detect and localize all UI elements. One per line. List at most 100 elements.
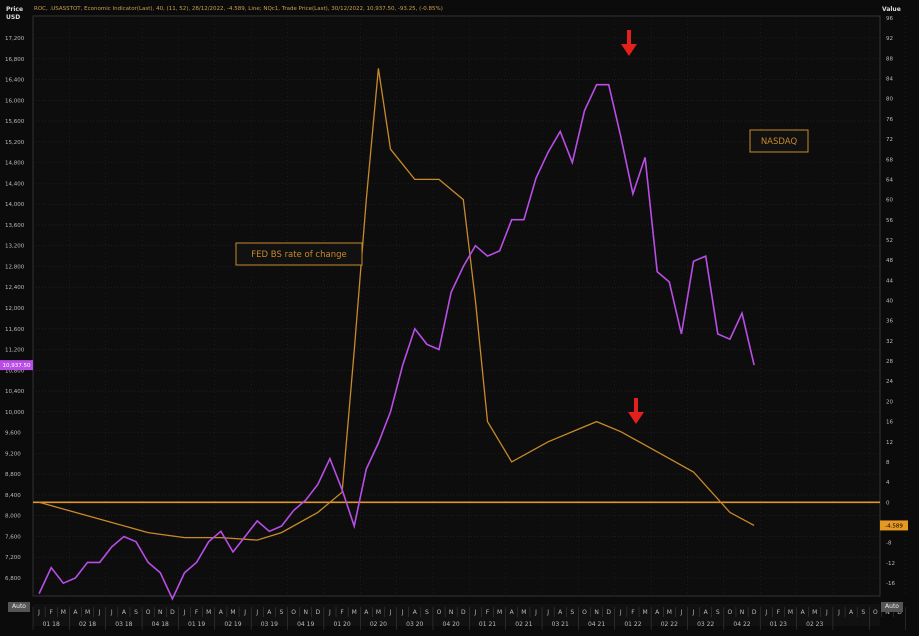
month-label: O	[873, 609, 878, 616]
right-tick-label: 48	[886, 258, 893, 264]
left-tick-label: 8,000	[5, 514, 21, 520]
month-label: F	[340, 609, 344, 616]
quarter-label: 04 22	[733, 621, 750, 628]
left-tick-label: 16,400	[5, 78, 25, 84]
month-label: A	[122, 609, 127, 616]
month-label: J	[183, 609, 186, 616]
left-tick-label: 14,400	[5, 181, 25, 187]
quarter-label: 01 18	[43, 621, 60, 628]
grid	[32, 15, 906, 597]
auto-scale-left-button[interactable]: Auto	[8, 602, 30, 612]
right-tick-label: 16	[886, 420, 893, 426]
left-tick-label: 8,400	[5, 493, 21, 499]
nasdaq-last-tag	[0, 360, 33, 371]
series-line-fed	[38, 68, 755, 541]
quarter-label: 04 18	[152, 621, 169, 628]
month-label: J	[692, 609, 695, 616]
left-tick-label: 10,800	[5, 368, 25, 374]
right-tick-label: 4	[886, 480, 890, 486]
right-tick-label: 60	[886, 198, 893, 204]
month-label: O	[146, 609, 151, 616]
month-label: J	[619, 609, 622, 616]
month-label: N	[449, 609, 454, 616]
month-label: J	[837, 609, 840, 616]
right-tick-label: 40	[886, 299, 893, 305]
left-tick-label: 13,600	[5, 223, 25, 229]
month-label: J	[389, 609, 392, 616]
left-axis-ticks: 17,200 16,800 16,400 16,000 15,600 15,200 14,8…	[5, 36, 25, 582]
quarter-label: 01 22	[624, 621, 641, 628]
left-tick-label: 15,600	[5, 119, 25, 125]
auto-scale-right-button[interactable]: Auto	[881, 602, 903, 612]
month-label: N	[594, 609, 599, 616]
nasdaq-last-value: 10,937.50	[3, 363, 31, 369]
right-tick-label: 20	[886, 399, 893, 405]
month-label: J	[534, 609, 537, 616]
series	[33, 68, 880, 601]
month-label: N	[303, 609, 308, 616]
quarter-label: 04 20	[443, 621, 460, 628]
quarter-label: 03 19	[261, 621, 278, 628]
left-tick-label: 10,400	[5, 389, 25, 395]
month-label: M	[667, 609, 672, 616]
month-label: J	[98, 609, 101, 616]
month-label: M	[230, 609, 235, 616]
quarter-label: 02 20	[370, 621, 387, 628]
right-tick-label: 88	[886, 56, 893, 62]
right-axis-ticks: 9692888480767268646056524844403632282420…	[886, 16, 895, 587]
right-tick-label: 96	[886, 16, 893, 22]
month-label: M	[206, 609, 211, 616]
left-tick-label: 7,600	[5, 534, 21, 540]
month-label: F	[777, 609, 781, 616]
month-label: A	[267, 609, 272, 616]
left-tick-label: 12,400	[5, 285, 25, 291]
month-label: J	[37, 609, 40, 616]
right-tick-label: 32	[886, 339, 893, 345]
quarter-label: 03 21	[552, 621, 569, 628]
month-label: S	[280, 609, 284, 616]
month-label: J	[243, 609, 246, 616]
left-tick-label: 11,200	[5, 348, 25, 354]
month-label: D	[461, 609, 466, 616]
month-label: O	[582, 609, 587, 616]
month-label: A	[364, 609, 369, 616]
month-label: J	[401, 609, 404, 616]
left-tick-label: 17,200	[5, 36, 25, 42]
month-label: F	[631, 609, 635, 616]
month-label: A	[801, 609, 806, 616]
month-label: S	[425, 609, 429, 616]
left-tick-label: 7,200	[5, 555, 21, 561]
month-label: D	[606, 609, 611, 616]
right-tick-label: -8	[886, 541, 892, 547]
fed-annotation-label: FED BS rate of change	[251, 250, 346, 260]
month-label: S	[134, 609, 138, 616]
left-axis-unit: USD	[6, 14, 21, 21]
right-tick-label: 52	[886, 238, 893, 244]
month-label: N	[158, 609, 163, 616]
right-tick-label: 36	[886, 319, 893, 325]
right-tick-label: -12	[886, 561, 895, 567]
right-tick-label: 80	[886, 97, 893, 103]
chart-header: ROC, .USASSTOT, Economic Indicator(Last)…	[34, 6, 443, 12]
month-label: J	[473, 609, 476, 616]
month-label: J	[546, 609, 549, 616]
month-label: J	[764, 609, 767, 616]
left-tick-label: 14,000	[5, 202, 25, 208]
month-label: M	[85, 609, 90, 616]
nasdaq-annotation-box	[749, 129, 809, 153]
month-label: M	[642, 609, 647, 616]
right-tick-label: 28	[886, 359, 893, 365]
month-label: F	[49, 609, 53, 616]
month-label: A	[849, 609, 854, 616]
arrow-fed-peak-head	[628, 412, 644, 424]
left-tick-label: 13,200	[5, 244, 25, 250]
month-label: A	[219, 609, 224, 616]
left-tick-label: 6,800	[5, 576, 21, 582]
quarter-label: 01 20	[333, 621, 350, 628]
month-label: S	[716, 609, 720, 616]
month-label: J	[328, 609, 331, 616]
month-label: M	[497, 609, 502, 616]
month-label: M	[788, 609, 793, 616]
month-label: D	[316, 609, 321, 616]
